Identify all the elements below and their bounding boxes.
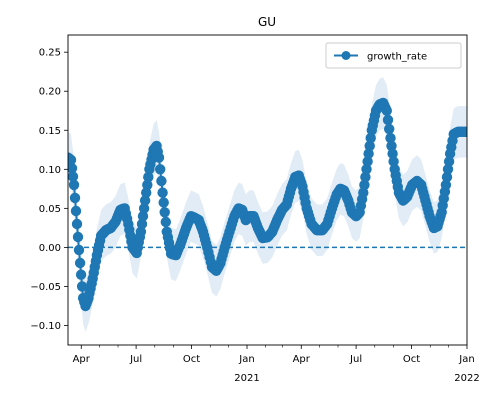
x-tick-label: Oct [183,354,200,365]
data-point [360,171,371,183]
axes-layer: 0.25 0.20 0.15 0.10 0.05 0.00 −0.05 −0.10 Apr Jul… [30,34,480,384]
data-point [361,164,372,175]
data-point [359,179,370,191]
data-point [155,164,166,175]
data-point [385,132,396,144]
data-point [135,226,147,237]
data-point [381,105,392,116]
data-point [68,179,80,191]
data-point [70,205,82,217]
data-point [384,123,395,135]
data-point [388,156,399,167]
y-tick-label: 0.00 [39,243,61,254]
x-tick-label: Jan [238,354,254,365]
data-point [382,114,394,126]
data-point [362,156,373,167]
y-tick-label: 0.10 [39,165,61,176]
data-point [157,187,168,198]
data-point [156,175,167,187]
data-point [461,126,467,137]
legend-marker-swatch [341,51,351,60]
series-layer [68,97,467,312]
data-point [159,207,170,218]
data-point [365,132,376,144]
data-point [441,171,453,183]
legend: growth_rate [325,42,462,69]
y-tick-label: −0.10 [30,321,61,332]
data-point [153,152,165,163]
data-point [74,257,86,269]
data-point [358,187,369,198]
data-point [76,281,88,292]
data-point [141,187,152,198]
data-point [443,156,455,167]
data-point [158,197,169,208]
x-tick-label: Jul [349,354,362,365]
legend-entry-label: growth_rate [367,52,427,63]
data-point [75,269,87,280]
y-tick-label: 0.05 [39,204,61,215]
x-tick-year-label: 2022 [454,373,479,384]
data-point [68,163,78,174]
data-point [136,218,148,230]
data-point [160,216,171,228]
data-point [386,140,397,152]
x-tick-label: Apr [73,354,91,365]
data-point [73,244,85,256]
legend-box [325,42,462,69]
data-point [387,148,398,159]
data-point [442,164,454,175]
y-tick-label: 0.15 [39,126,61,137]
data-point [138,203,150,214]
data-point [137,211,149,222]
data-point [69,192,81,204]
data-point [68,154,77,166]
data-point [71,218,83,230]
data-point [139,195,151,206]
data-point [68,171,79,182]
data-point [364,140,375,152]
y-tick-label: 0.20 [39,87,61,98]
data-point [142,179,153,191]
x-tick-label: Jul [129,354,142,365]
x-tick-label: Apr [293,354,311,365]
y-tick-label: 0.25 [39,48,61,59]
data-point [440,179,452,191]
data-point [143,171,154,183]
x-tick-label: Oct [403,354,420,365]
data-point [72,231,84,243]
chart-title: GU [258,15,276,29]
data-point [363,148,374,159]
x-tick-year-label: 2021 [234,373,259,384]
y-tick-label: −0.05 [30,282,61,293]
plot-frame [67,34,468,346]
x-tick-label: Jan [458,354,474,365]
